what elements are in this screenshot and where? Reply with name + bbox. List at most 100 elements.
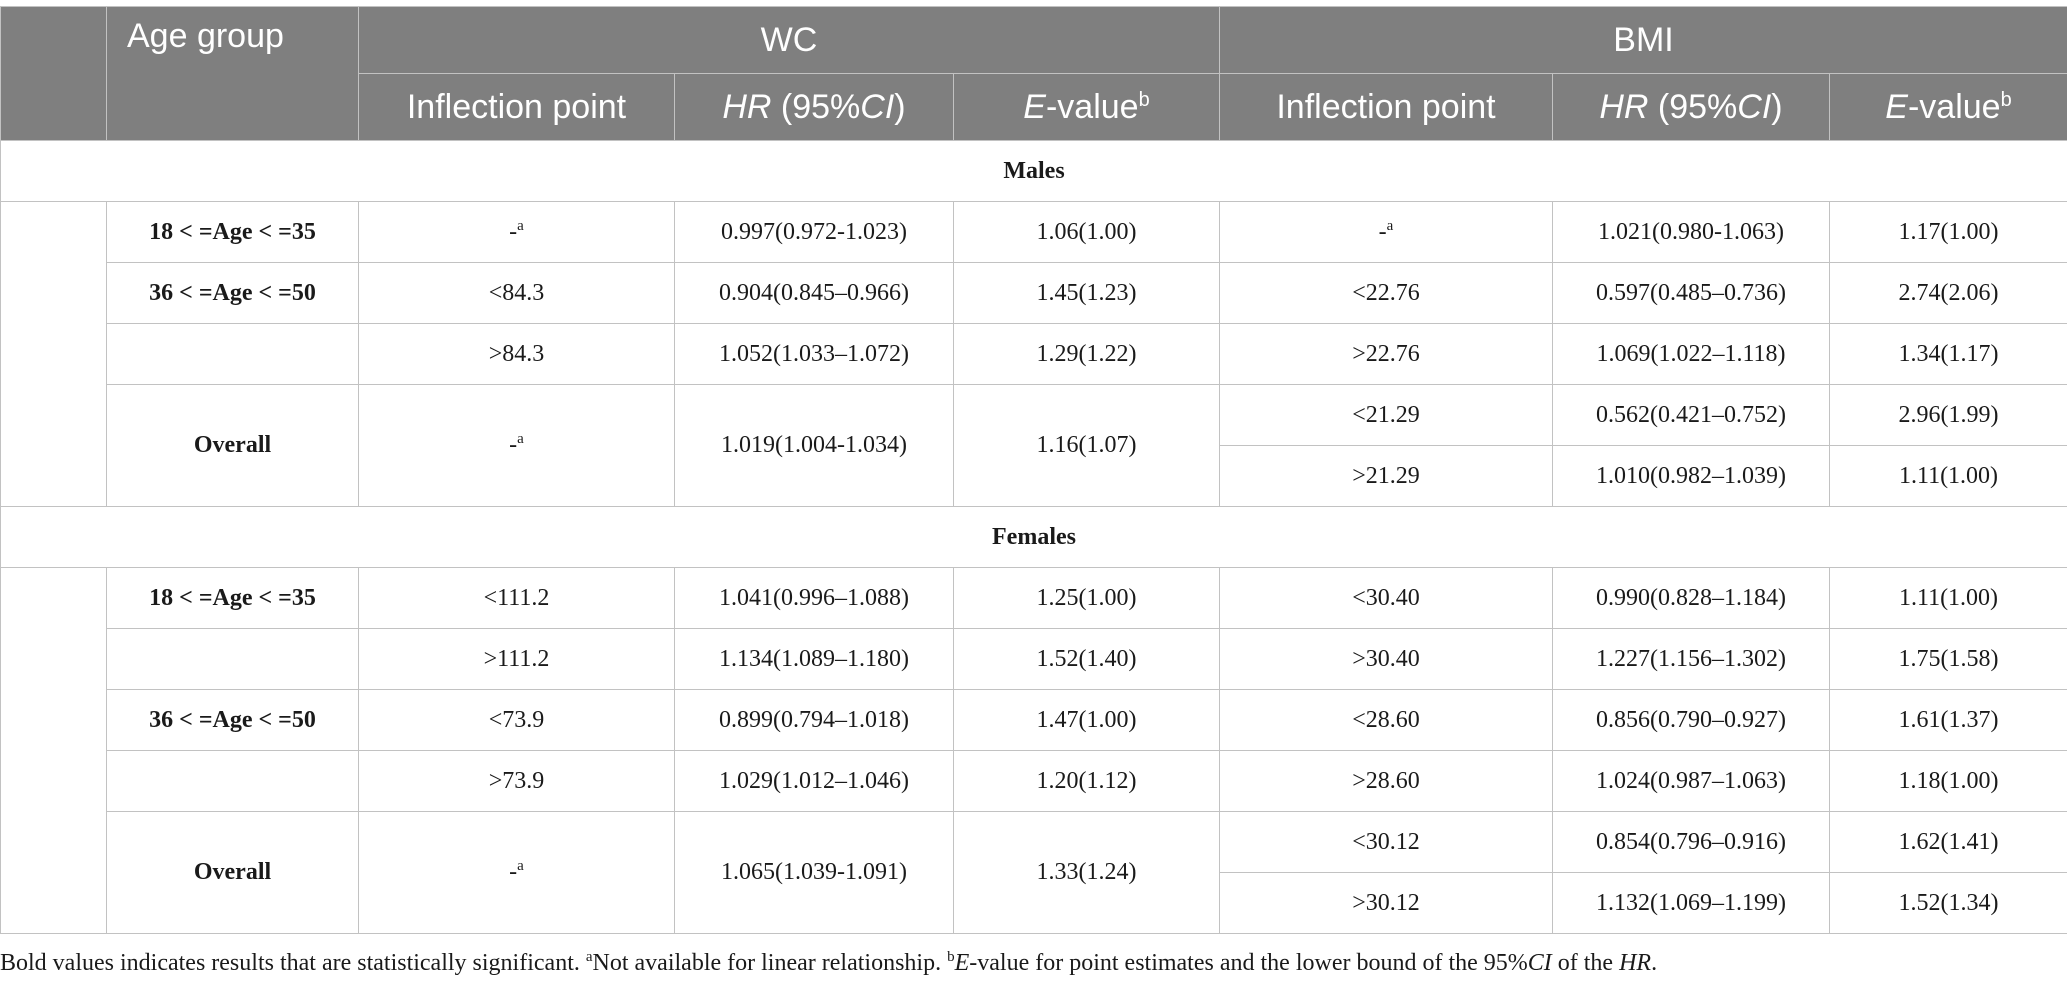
wc-hr-cell: 1.029(1.012–1.046) xyxy=(674,750,954,812)
bmi-evalue-cell: 2.74(2.06) xyxy=(1829,262,2067,324)
header-blank xyxy=(0,6,107,141)
wc-inflection-cell: -a xyxy=(358,384,675,507)
bmi-inflection-cell: -a xyxy=(1219,201,1553,263)
bmi-inflection-cell: >21.29 xyxy=(1219,445,1553,507)
bmi-hr-cell: 1.021(0.980-1.063) xyxy=(1552,201,1830,263)
bmi-inflection-cell: <21.29 xyxy=(1219,384,1553,446)
table-row: >73.9 1.029(1.012–1.046) 1.20(1.12) >28.… xyxy=(1,750,2067,812)
header-wc-hr: HR (95%CI) xyxy=(674,73,954,141)
age-cell: 18 < =Age < =35 xyxy=(106,567,359,629)
wc-evalue-cell: 1.33(1.24) xyxy=(953,811,1220,934)
table-row: >21.29 1.010(0.982–1.039) 1.11(1.00) xyxy=(1,445,2067,507)
bmi-inflection-cell: <30.12 xyxy=(1219,811,1553,873)
table-row: Overall -a 1.019(1.004-1.034) 1.16(1.07)… xyxy=(1,384,2067,507)
header-wc: WC xyxy=(358,6,1220,74)
bmi-evalue-cell: 1.61(1.37) xyxy=(1829,689,2067,751)
age-cell: 36 < =Age < =50 xyxy=(106,262,359,324)
age-cell: 18 < =Age < =35 xyxy=(106,201,359,263)
table-row: >111.2 1.134(1.089–1.180) 1.52(1.40) >30… xyxy=(1,628,2067,690)
bmi-evalue-cell: 1.17(1.00) xyxy=(1829,201,2067,263)
table-row: 18 < =Age < =35 -a 0.997(0.972-1.023) 1.… xyxy=(0,201,2067,507)
bmi-hr-cell: 1.024(0.987–1.063) xyxy=(1552,750,1830,812)
bmi-evalue-cell: 1.62(1.41) xyxy=(1829,811,2067,873)
group-row-males: Males xyxy=(0,140,2067,202)
table-row: >84.3 1.052(1.033–1.072) 1.29(1.22) >22.… xyxy=(1,323,2067,385)
wc-evalue-cell: 1.16(1.07) xyxy=(953,384,1220,507)
header-bmi-evalue: E-valueb xyxy=(1829,73,2067,141)
wc-evalue-cell: 1.45(1.23) xyxy=(953,262,1220,324)
group-label: Females xyxy=(0,506,2067,568)
age-cell xyxy=(106,628,359,690)
indent-cell xyxy=(0,201,107,507)
table-footnote: Bold values indicates results that are s… xyxy=(0,949,1658,977)
age-cell: Overall xyxy=(106,811,359,934)
wc-hr-cell: 0.997(0.972-1.023) xyxy=(674,201,954,263)
results-table-container: Age group WC BMI Inflection point HR (95… xyxy=(0,6,2067,934)
bmi-hr-cell: 1.069(1.022–1.118) xyxy=(1552,323,1830,385)
group-row-females: Females xyxy=(0,506,2067,568)
bmi-inflection-cell: <22.76 xyxy=(1219,262,1553,324)
wc-inflection-cell: <73.9 xyxy=(358,689,675,751)
wc-inflection-cell: >84.3 xyxy=(358,323,675,385)
bmi-hr-cell: 0.854(0.796–0.916) xyxy=(1552,811,1830,873)
header-bmi-hr: HR (95%CI) xyxy=(1552,73,1830,141)
bmi-evalue-cell: 1.11(1.00) xyxy=(1829,445,2067,507)
indent-cell xyxy=(0,567,107,934)
wc-hr-cell: 0.904(0.845–0.966) xyxy=(674,262,954,324)
bmi-inflection-cell: >22.76 xyxy=(1219,323,1553,385)
table-row: Overall -a 1.065(1.039-1.091) 1.33(1.24)… xyxy=(1,811,2067,934)
age-cell xyxy=(106,750,359,812)
header-wc-evalue: E-valueb xyxy=(953,73,1220,141)
bmi-evalue-cell: 1.34(1.17) xyxy=(1829,323,2067,385)
wc-inflection-cell: >73.9 xyxy=(358,750,675,812)
bmi-hr-cell: 0.856(0.790–0.927) xyxy=(1552,689,1830,751)
table-row: 36 < =Age < =50 <73.9 0.899(0.794–1.018)… xyxy=(1,689,2067,751)
table-row: 18 < =Age < =35 <111.2 1.041(0.996–1.088… xyxy=(0,567,2067,934)
table-header: Age group WC BMI Inflection point HR (95… xyxy=(0,6,2067,141)
wc-hr-cell: 1.019(1.004-1.034) xyxy=(674,384,954,507)
bmi-hr-cell: 0.562(0.421–0.752) xyxy=(1552,384,1830,446)
wc-evalue-cell: 1.06(1.00) xyxy=(953,201,1220,263)
wc-evalue-cell: 1.29(1.22) xyxy=(953,323,1220,385)
table-row: 36 < =Age < =50 <84.3 0.904(0.845–0.966)… xyxy=(1,262,2067,324)
bmi-inflection-cell: >30.40 xyxy=(1219,628,1553,690)
bmi-evalue-cell: 1.18(1.00) xyxy=(1829,750,2067,812)
bmi-hr-cell: 1.132(1.069–1.199) xyxy=(1552,872,1830,934)
wc-hr-cell: 1.134(1.089–1.180) xyxy=(674,628,954,690)
wc-inflection-cell: -a xyxy=(358,201,675,263)
table-row: >30.12 1.132(1.069–1.199) 1.52(1.34) xyxy=(1,872,2067,934)
wc-evalue-cell: 1.52(1.40) xyxy=(953,628,1220,690)
bmi-hr-cell: 0.990(0.828–1.184) xyxy=(1552,567,1830,629)
bmi-hr-cell: 1.227(1.156–1.302) xyxy=(1552,628,1830,690)
bmi-inflection-cell: >28.60 xyxy=(1219,750,1553,812)
wc-hr-cell: 1.065(1.039-1.091) xyxy=(674,811,954,934)
table-body: Males 18 < =Age < =35 -a 0.997(0.972-1.0… xyxy=(0,140,2067,934)
bmi-evalue-cell: 1.52(1.34) xyxy=(1829,872,2067,934)
wc-hr-cell: 0.899(0.794–1.018) xyxy=(674,689,954,751)
header-bmi-inflection-point: Inflection point xyxy=(1219,73,1553,141)
age-cell xyxy=(106,323,359,385)
wc-inflection-cell: >111.2 xyxy=(358,628,675,690)
wc-inflection-cell: <84.3 xyxy=(358,262,675,324)
bmi-hr-cell: 1.010(0.982–1.039) xyxy=(1552,445,1830,507)
results-table: Age group WC BMI Inflection point HR (95… xyxy=(0,6,2067,934)
group-label: Males xyxy=(0,140,2067,202)
header-bmi: BMI xyxy=(1219,6,2067,74)
bmi-evalue-cell: 2.96(1.99) xyxy=(1829,384,2067,446)
bmi-hr-cell: 0.597(0.485–0.736) xyxy=(1552,262,1830,324)
age-cell: 36 < =Age < =50 xyxy=(106,689,359,751)
bmi-evalue-cell: 1.11(1.00) xyxy=(1829,567,2067,629)
wc-hr-cell: 1.052(1.033–1.072) xyxy=(674,323,954,385)
bmi-inflection-cell: <28.60 xyxy=(1219,689,1553,751)
header-wc-inflection-point: Inflection point xyxy=(358,73,675,141)
bmi-inflection-cell: >30.12 xyxy=(1219,872,1553,934)
wc-inflection-cell: <111.2 xyxy=(358,567,675,629)
header-age-group: Age group xyxy=(106,6,359,141)
wc-evalue-cell: 1.47(1.00) xyxy=(953,689,1220,751)
wc-evalue-cell: 1.25(1.00) xyxy=(953,567,1220,629)
wc-evalue-cell: 1.20(1.12) xyxy=(953,750,1220,812)
wc-inflection-cell: -a xyxy=(358,811,675,934)
bmi-evalue-cell: 1.75(1.58) xyxy=(1829,628,2067,690)
wc-hr-cell: 1.041(0.996–1.088) xyxy=(674,567,954,629)
bmi-inflection-cell: <30.40 xyxy=(1219,567,1553,629)
